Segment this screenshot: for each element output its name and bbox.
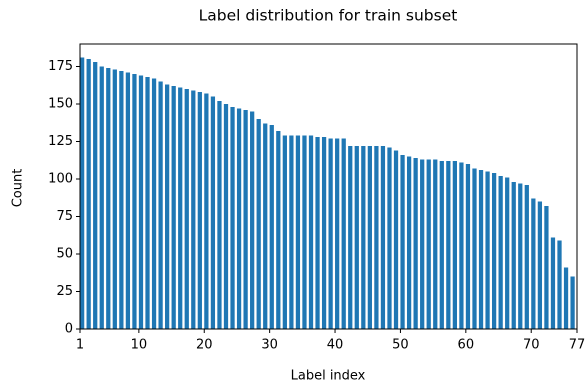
bar: [99, 66, 104, 329]
x-tick-label: 77: [569, 338, 585, 353]
x-tick-label: 70: [523, 338, 540, 353]
plot-frame: [79, 43, 578, 330]
bar: [250, 111, 255, 329]
bar: [328, 138, 333, 329]
bar: [263, 123, 268, 329]
bar: [465, 164, 471, 329]
bar: [387, 147, 392, 329]
bar: [80, 57, 85, 329]
bar: [243, 110, 248, 329]
bar: [452, 161, 458, 329]
bar: [321, 137, 327, 329]
bar: [380, 146, 386, 329]
bar: [550, 237, 556, 329]
bar: [531, 198, 536, 329]
x-tick-label: 30: [261, 338, 278, 353]
bar: [505, 177, 510, 329]
bar: [302, 135, 307, 329]
bar: [354, 146, 359, 329]
bar: [335, 138, 340, 329]
y-axis-label: Count: [11, 169, 26, 208]
x-tick-label: 20: [196, 338, 213, 353]
bar: [361, 146, 366, 329]
bar: [478, 170, 484, 329]
bar: [367, 146, 372, 329]
y-tick-label: 50: [56, 247, 73, 262]
bar: [178, 87, 183, 329]
bar: [472, 168, 477, 329]
bar: [158, 81, 163, 329]
bar: [93, 62, 98, 329]
y-tick-label: 100: [48, 172, 73, 187]
bar: [191, 90, 196, 329]
bar: [315, 137, 320, 329]
bar: [125, 72, 131, 329]
bar: [563, 267, 569, 329]
bar: [165, 84, 170, 329]
bar: [138, 75, 144, 329]
bar: [341, 138, 346, 329]
bar: [132, 74, 137, 329]
bar: [413, 158, 418, 329]
bar: [393, 150, 399, 329]
bar: [537, 201, 543, 329]
bar: [276, 131, 281, 329]
x-tick-label: 50: [392, 338, 409, 353]
bar: [420, 159, 425, 329]
y-tick-label: 25: [56, 284, 73, 299]
bar: [204, 93, 209, 329]
bar: [491, 173, 497, 329]
bar: [197, 92, 202, 329]
bar: [230, 107, 235, 329]
bar: [524, 185, 529, 329]
bar: [119, 71, 124, 329]
bar: [406, 156, 412, 329]
bar: [184, 89, 189, 329]
bar: [289, 135, 294, 329]
bar: [269, 125, 274, 329]
bar: [256, 119, 261, 329]
bar: [171, 86, 176, 329]
bar: [223, 104, 229, 329]
bar: [112, 69, 117, 329]
bar: [518, 183, 523, 329]
x-tick-label: 60: [458, 338, 475, 353]
bar: [433, 159, 438, 329]
bar: [151, 78, 157, 329]
bar: [236, 108, 242, 329]
x-tick-label: 40: [327, 338, 344, 353]
bar: [498, 176, 503, 329]
bar: [400, 155, 405, 329]
bar: [348, 146, 353, 329]
bar: [295, 135, 301, 329]
bar: [459, 162, 464, 329]
bar: [374, 146, 379, 329]
bar: [282, 135, 287, 329]
y-tick-label: 75: [56, 209, 73, 224]
bar: [557, 240, 562, 329]
bar: [210, 96, 216, 329]
bar: [439, 161, 444, 329]
x-axis-label: Label index: [291, 369, 366, 384]
bar: [485, 171, 490, 329]
x-tick-label: 1: [76, 338, 84, 353]
bar: [106, 68, 111, 329]
bar: [570, 276, 575, 329]
bar: [446, 161, 451, 329]
bar: [86, 59, 91, 329]
x-tick-label: 10: [131, 338, 148, 353]
y-tick-label: 175: [48, 59, 73, 74]
y-tick-label: 0: [65, 322, 73, 337]
bar: [511, 182, 516, 329]
bar: [217, 101, 222, 329]
bar: [145, 77, 150, 329]
y-tick-label: 150: [48, 97, 73, 112]
y-tick-label: 125: [48, 134, 73, 149]
bar: [426, 159, 431, 329]
bar: [544, 206, 549, 329]
chart-title: Label distribution for train subset: [199, 7, 458, 25]
bar: [308, 135, 314, 329]
